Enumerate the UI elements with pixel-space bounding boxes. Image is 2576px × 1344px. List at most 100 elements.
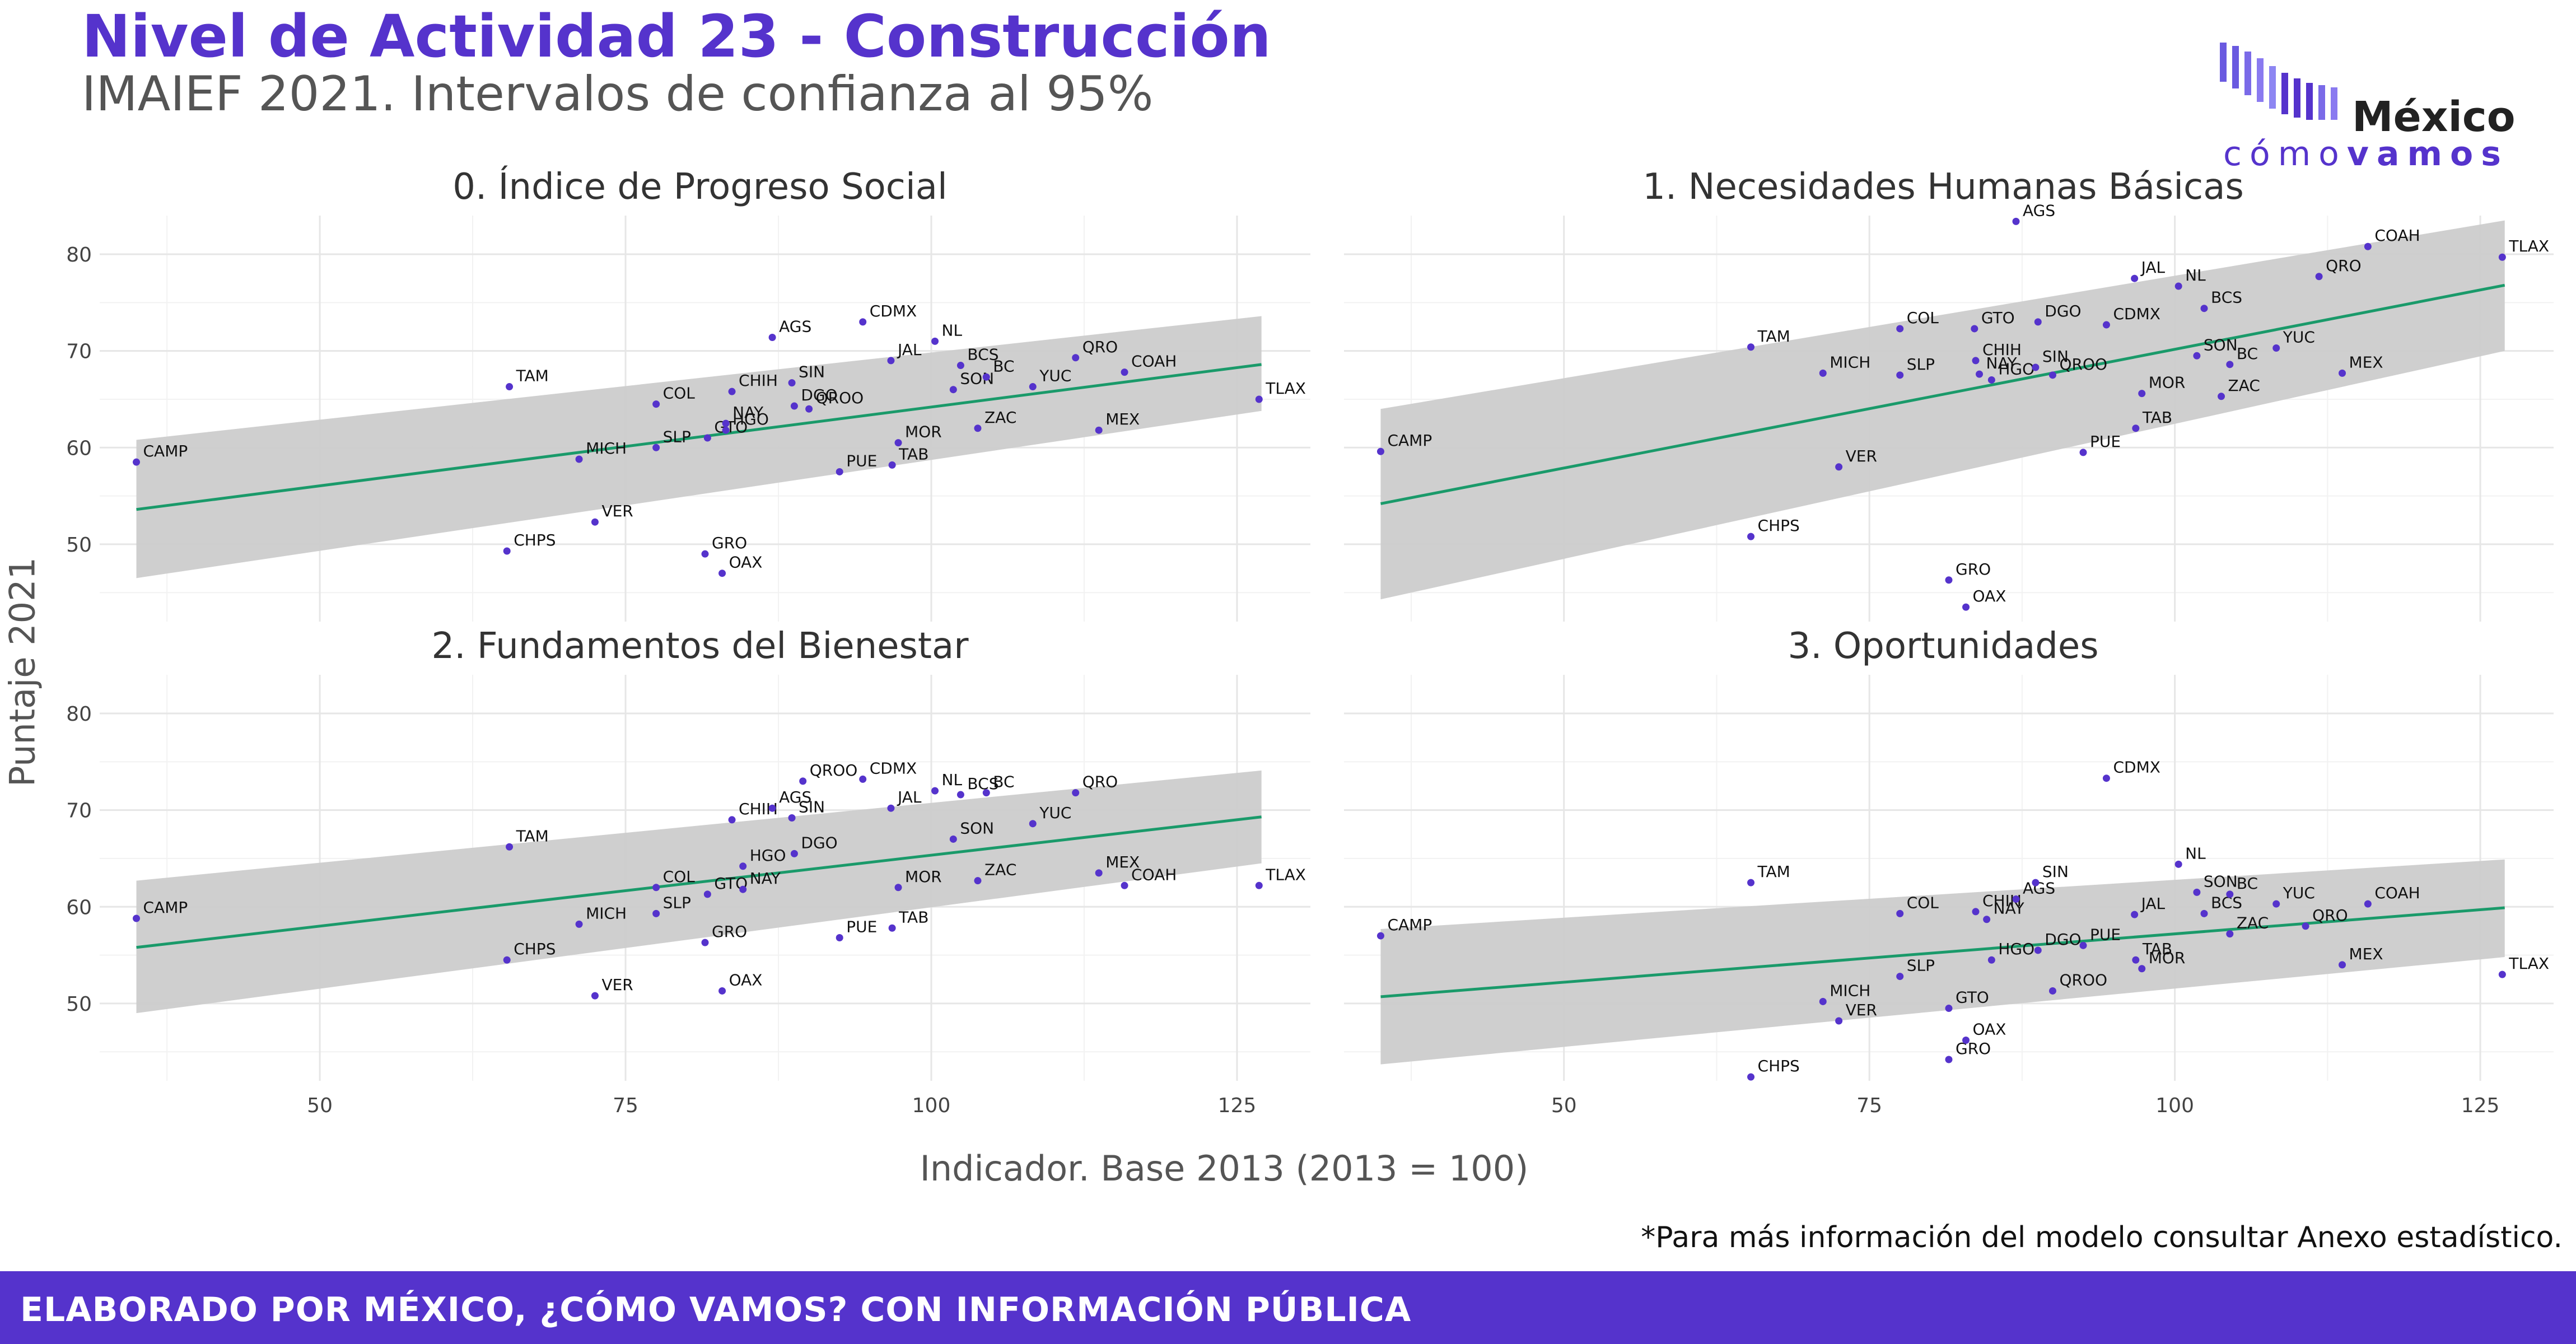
point-label: VER — [1846, 1001, 1877, 1019]
point-label: TAM — [516, 827, 549, 845]
point-label: YUC — [2283, 328, 2315, 346]
logo-word-mexico: México — [2352, 93, 2516, 141]
point-label: OAX — [729, 553, 763, 572]
data-point — [652, 400, 660, 408]
data-point — [949, 386, 957, 394]
data-point — [1747, 1073, 1755, 1081]
point-label: GRO — [1956, 1039, 1991, 1058]
point-label: GRO — [712, 922, 747, 941]
point-label: VER — [1846, 447, 1877, 465]
data-point — [2302, 922, 2309, 930]
point-label: OAX — [1973, 587, 2006, 605]
data-point — [503, 547, 511, 555]
point-label: CAMP — [143, 898, 188, 917]
point-label: BC — [993, 357, 1014, 375]
point-label: BCS — [2211, 288, 2242, 307]
data-point — [2200, 909, 2208, 917]
y-tick-label: 80 — [66, 703, 92, 726]
data-point — [506, 383, 514, 391]
data-point — [1972, 908, 1980, 916]
point-label: GTO — [714, 418, 748, 436]
point-label: BCS — [2211, 893, 2242, 912]
footer-text: ELABORADO POR MÉXICO, ¿CÓMO VAMOS? CON I… — [20, 1290, 1412, 1329]
point-label: MEX — [1105, 410, 1140, 428]
point-label: DGO — [2045, 302, 2081, 320]
data-point — [1819, 369, 1827, 377]
point-label: JAL — [2140, 258, 2166, 277]
data-point — [2102, 774, 2110, 782]
confidence-band — [1380, 859, 2505, 1065]
data-point — [1972, 357, 1980, 365]
data-point — [2032, 363, 2040, 371]
data-point — [703, 890, 711, 898]
point-label: TAB — [898, 445, 928, 463]
data-point — [790, 402, 798, 410]
data-point — [1945, 1056, 1953, 1063]
data-point — [591, 992, 599, 1000]
point-label: NAY — [1986, 354, 2018, 372]
fit-line — [1380, 906, 2505, 998]
x-tick-label: 100 — [912, 1094, 951, 1117]
point-label: SLP — [663, 893, 691, 912]
footnote: *Para más información del modelo consult… — [1641, 1221, 2563, 1254]
point-label: JAL — [897, 788, 922, 806]
point-label: QRO — [2326, 256, 2362, 275]
point-label: GTO — [1956, 988, 1989, 1007]
data-point — [2132, 424, 2140, 432]
point-label: QRO — [2312, 906, 2348, 925]
data-point — [859, 775, 867, 783]
data-point — [652, 884, 660, 892]
point-label: COL — [1907, 309, 1939, 327]
data-point — [2174, 860, 2182, 868]
data-point — [768, 804, 776, 812]
point-label: DGO — [801, 386, 837, 404]
x-tick-label: 125 — [1218, 1094, 1257, 1117]
fit-line — [136, 815, 1262, 949]
point-label: NL — [2185, 266, 2206, 284]
point-label: QROO — [2059, 970, 2107, 989]
y-tick-label: 60 — [66, 896, 92, 919]
data-point — [931, 337, 939, 345]
data-point — [1835, 1017, 1843, 1025]
data-point — [2226, 890, 2234, 898]
point-label: COAH — [2374, 884, 2420, 902]
x-axis-label: Indicador. Base 2013 (2013 = 100) — [920, 1148, 1529, 1189]
point-label: GRO — [712, 534, 747, 552]
page-subtitle: IMAIEF 2021. Intervalos de confianza al … — [82, 66, 1154, 122]
point-label: COAH — [2374, 226, 2420, 245]
data-point — [703, 434, 711, 442]
point-label: ZAC — [2237, 914, 2269, 932]
data-point — [739, 862, 747, 870]
point-label: TLAX — [2508, 237, 2549, 255]
point-label: SON — [960, 819, 994, 837]
data-point — [591, 518, 599, 526]
y-axis-label: Puntaje 2021 — [2, 557, 43, 787]
data-point — [1747, 533, 1755, 540]
point-label: CAMP — [1387, 431, 1432, 450]
data-point — [1971, 325, 1978, 333]
data-point — [1896, 371, 1904, 379]
point-label: CAMP — [1387, 916, 1432, 934]
point-label: VER — [601, 502, 633, 520]
data-point — [728, 816, 736, 824]
confidence-band — [136, 770, 1262, 1014]
point-label: DGO — [801, 833, 837, 852]
data-point — [2079, 449, 2087, 456]
data-point — [1376, 932, 1384, 940]
data-point — [2138, 965, 2146, 973]
data-point — [728, 388, 736, 395]
data-point — [2048, 987, 2056, 995]
data-point — [1945, 1005, 1953, 1012]
data-point — [2138, 390, 2146, 398]
point-label: ZAC — [2228, 376, 2260, 395]
data-point — [1095, 426, 1103, 434]
data-point — [974, 424, 982, 432]
logo-word-como: cómo — [2223, 134, 2347, 174]
footer-bar: ELABORADO POR MÉXICO, ¿CÓMO VAMOS? CON I… — [0, 1271, 2576, 1344]
point-label: JAL — [2140, 894, 2166, 913]
data-point — [2032, 879, 2040, 886]
point-label: MICH — [1830, 353, 1870, 371]
data-point — [2012, 217, 2020, 225]
point-label: BCS — [967, 774, 998, 793]
point-label: HGO — [732, 410, 769, 428]
